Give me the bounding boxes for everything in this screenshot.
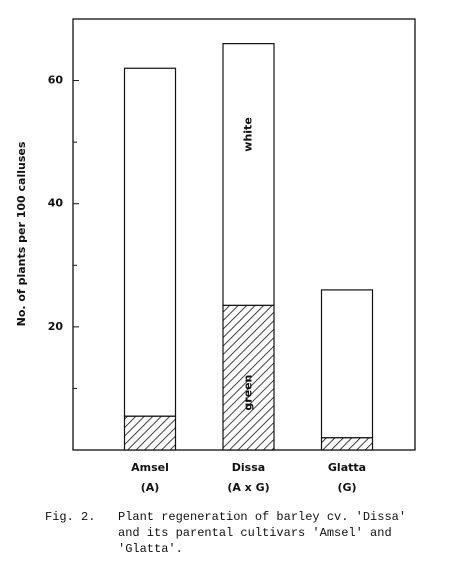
x-tick-sublabel: (A x G)	[227, 481, 269, 494]
series-label: white	[242, 117, 255, 151]
y-axis-label: No. of plants per 100 calluses	[15, 141, 28, 326]
bar-segment	[320, 437, 374, 451]
caption-line: and its parental cultivars 'Amsel' and	[118, 526, 392, 540]
x-tick-sublabel: (A)	[141, 481, 160, 494]
y-tick-label: 60	[48, 74, 64, 87]
bar-segment	[320, 289, 374, 439]
caption-label: Fig. 2.	[45, 510, 95, 524]
caption-line: Plant regeneration of barley cv. 'Dissa'	[118, 510, 406, 524]
bar-segment	[222, 43, 275, 306]
y-tick-label: 40	[48, 197, 64, 210]
x-tick-sublabel: (G)	[337, 481, 356, 494]
bar-segment	[123, 67, 177, 417]
series-label: green	[242, 375, 255, 411]
x-tick-label: Glatta	[328, 461, 366, 474]
caption-line: 'Glatta'.	[118, 542, 183, 556]
x-tick-label: Dissa	[232, 461, 265, 474]
bar-segment	[123, 415, 177, 451]
x-tick-label: Amsel	[131, 461, 169, 474]
y-tick-label: 20	[48, 320, 64, 333]
